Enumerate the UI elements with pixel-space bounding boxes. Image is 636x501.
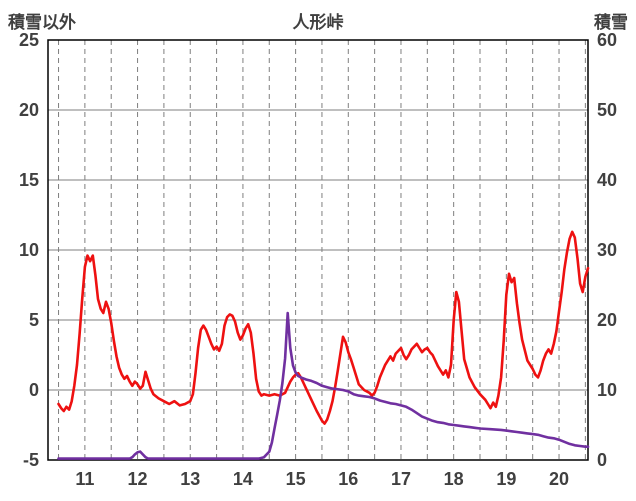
left-axis-title: 積雪以外 (8, 13, 76, 32)
left-tick-label: 25 (19, 30, 39, 50)
left-tick-label: 0 (29, 380, 39, 400)
chart-title: 人形峠 (292, 13, 344, 32)
right-tick-label: 0 (597, 450, 607, 470)
left-tick-label: 10 (19, 240, 39, 260)
right-axis-tick-labels: 60 50 40 30 20 10 0 (597, 30, 617, 470)
x-tick-label: 13 (180, 469, 200, 489)
x-tick-label: 20 (549, 469, 569, 489)
x-tick-label: 17 (391, 469, 411, 489)
x-tick-label: 19 (496, 469, 516, 489)
left-axis-tick-labels: 25 20 15 10 5 0 -5 (19, 30, 39, 470)
left-tick-label: 20 (19, 100, 39, 120)
right-tick-label: 60 (597, 30, 617, 50)
right-tick-label: 20 (597, 310, 617, 330)
x-tick-label: 15 (286, 469, 306, 489)
right-tick-label: 10 (597, 380, 617, 400)
x-tick-label: 14 (233, 469, 253, 489)
x-axis-tick-labels: 11 12 13 14 15 16 17 18 19 20 (75, 469, 569, 489)
y-gridlines (48, 39, 588, 461)
x-tick-label: 12 (128, 469, 148, 489)
plot-border (47, 39, 589, 461)
x-gridlines (58, 40, 586, 460)
right-tick-label: 50 (597, 100, 617, 120)
left-tick-label: 5 (29, 310, 39, 330)
x-tick-label: 11 (75, 469, 94, 489)
x-tick-label: 16 (338, 469, 358, 489)
right-axis-title: 積雪 (594, 13, 628, 32)
right-tick-label: 30 (597, 240, 617, 260)
right-tick-label: 40 (597, 170, 617, 190)
temperature-line (57, 230, 590, 425)
left-tick-label: -5 (23, 450, 39, 470)
x-tick-label: 18 (444, 469, 464, 489)
snow-depth-line (57, 311, 590, 460)
left-tick-label: 15 (19, 170, 39, 190)
